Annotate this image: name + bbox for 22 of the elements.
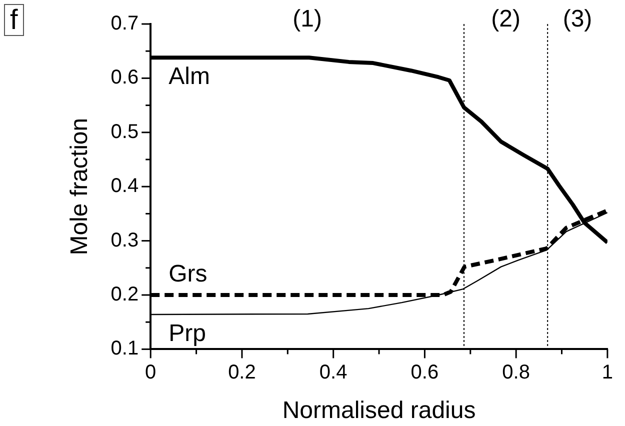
x-axis-title: Normalised radius [282, 397, 476, 424]
y-tick-label: 0.5 [110, 120, 139, 143]
series-label: Grs [168, 260, 208, 288]
y-tick-label: 0.2 [110, 284, 139, 306]
x-tick-label: 0.6 [410, 362, 439, 384]
x-tick-label: 0.4 [319, 362, 348, 384]
x-tick-label: 0.2 [228, 362, 256, 384]
y-tick-label: 0.6 [110, 66, 139, 89]
y-tick-label: 0.1 [110, 338, 139, 360]
x-tick-label: 0.8 [502, 362, 530, 384]
annotation: (1) [292, 6, 322, 33]
series-label: Prp [168, 320, 206, 348]
y-axis-title: Mole fraction [66, 118, 94, 256]
annotation: (3) [562, 6, 592, 33]
x-tick-label: 1 [602, 362, 613, 384]
y-tick-label: 0.3 [110, 229, 139, 252]
y-tick-label: 0.7 [110, 12, 139, 35]
text: f [4, 4, 24, 36]
x-tick-label: 0 [145, 362, 156, 384]
y-tick-label: 0.4 [110, 175, 139, 198]
annotation: (2) [491, 6, 520, 33]
series-label: Alm [168, 63, 210, 90]
